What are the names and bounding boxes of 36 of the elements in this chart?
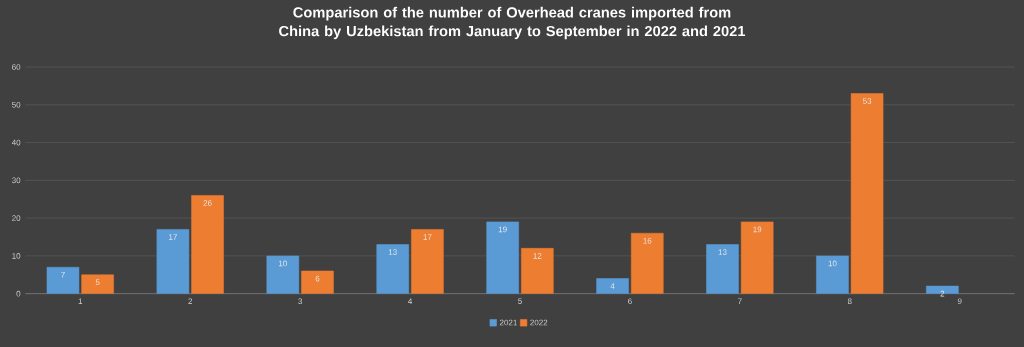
data-label: 12	[533, 253, 542, 259]
data-label: 19	[498, 226, 507, 233]
x-tick-label: 8	[847, 298, 852, 305]
x-tick-label: 1	[78, 298, 83, 304]
x-tick-label: 9	[957, 298, 962, 305]
data-label: 16	[643, 237, 652, 244]
y-tick-label: 60	[12, 64, 21, 70]
y-tick-label: 30	[12, 177, 21, 184]
chart-title: Comparison of the number of Overhead cranes imported from China by Uzbekistan from January to September in 2022 and 2021	[279, 6, 746, 40]
data-label: 17	[423, 234, 432, 240]
y-tick-label: 20	[12, 215, 21, 221]
data-label: 19	[753, 226, 762, 233]
y-tick-label: 0	[16, 290, 21, 297]
data-label: 2	[940, 290, 945, 297]
y-tick-label: 40	[11, 139, 21, 146]
x-tick-label: 7	[738, 298, 742, 304]
legend-label: 2021	[499, 319, 517, 326]
data-label: 10	[828, 260, 837, 267]
data-label: 26	[203, 200, 212, 206]
data-label: 6	[315, 275, 320, 282]
legend-label: 2022	[530, 319, 548, 326]
x-tick-label: 6	[628, 298, 632, 305]
x-tick-label: 2	[188, 298, 193, 304]
data-label: 7	[61, 271, 65, 278]
data-label: 17	[169, 234, 177, 240]
data-label: 10	[278, 260, 287, 267]
data-label: 53	[862, 98, 872, 104]
data-label: 13	[388, 249, 397, 255]
y-tick-label: 10	[12, 253, 21, 259]
data-label: 4	[610, 283, 615, 289]
data-label: 5	[95, 279, 100, 286]
data-label: 13	[718, 249, 727, 255]
y-tick-label: 50	[12, 101, 21, 108]
x-tick-label: 4	[408, 298, 413, 304]
x-tick-label: 5	[518, 298, 522, 304]
x-tick-label: 3	[298, 298, 303, 305]
